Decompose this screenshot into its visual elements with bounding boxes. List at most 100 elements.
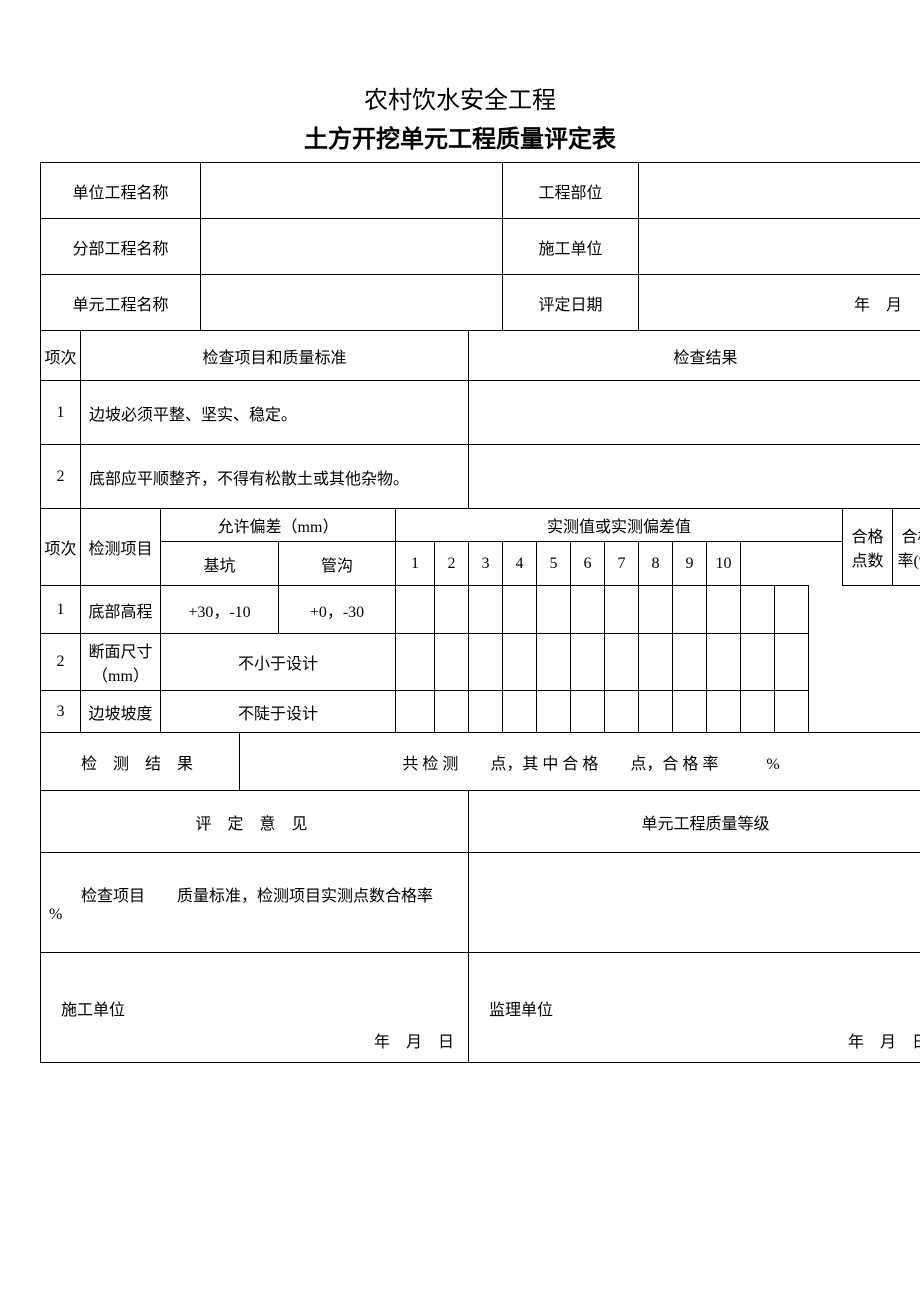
pass-rate-cell	[775, 586, 809, 634]
pass-rate-label: 合格率(%)	[893, 509, 920, 586]
measure-row-num: 3	[41, 691, 81, 733]
measure-seq-label: 项次	[41, 509, 81, 586]
measure-row-num: 1	[41, 586, 81, 634]
cell	[707, 586, 741, 634]
check-row-result	[469, 381, 920, 445]
cell	[605, 586, 639, 634]
col-num: 9	[673, 542, 707, 586]
check-row-num: 1	[41, 381, 81, 445]
construction-sign-label: 施工单位	[61, 1002, 125, 1019]
cell	[571, 691, 605, 733]
unit-element-name-label: 单元工程名称	[41, 275, 201, 331]
pit-label: 基坑	[161, 542, 279, 586]
cell	[707, 634, 741, 691]
supervision-sign-label: 监理单位	[489, 1002, 553, 1019]
cell	[396, 634, 435, 691]
check-result-label: 检查结果	[469, 331, 920, 381]
cell	[571, 634, 605, 691]
sub-project-name-label: 分部工程名称	[41, 219, 201, 275]
measure-row-name: 断面尺寸（mm）	[81, 634, 161, 691]
cell	[503, 691, 537, 733]
cell	[469, 691, 503, 733]
measure-row-name: 边坡坡度	[81, 691, 161, 733]
cell	[435, 691, 469, 733]
deviation-label: 允许偏差（mm）	[161, 509, 396, 542]
measure-row-pit: +30，-10	[161, 586, 279, 634]
check-row-text: 底部应平顺整齐，不得有松散土或其他杂物。	[81, 445, 469, 509]
supervision-sign: 监理单位 年 月 日	[469, 953, 920, 1063]
measure-row-num: 2	[41, 634, 81, 691]
summary-text: 共 检 测 点，其 中 合 格 点，合 格 率 %	[240, 733, 920, 791]
col-num: 4	[503, 542, 537, 586]
cell	[673, 634, 707, 691]
pass-rate-cell	[775, 634, 809, 691]
evaluation-date-value: 年 月 日	[639, 275, 920, 331]
cell	[707, 691, 741, 733]
measure-row-tol: 不小于设计	[161, 634, 396, 691]
summary-label: 检 测 结 果	[41, 733, 240, 791]
cell	[537, 586, 571, 634]
construction-unit-value	[639, 219, 920, 275]
col-num: 2	[435, 542, 469, 586]
check-seq-label: 项次	[41, 331, 81, 381]
opinion-label: 评 定 意 见	[41, 791, 469, 853]
trench-label: 管沟	[279, 542, 396, 586]
opinion-body: 检查项目 质量标准，检测项目实测点数合格率 %	[41, 853, 469, 953]
measure-row-name: 底部高程	[81, 586, 161, 634]
check-row-num: 2	[41, 445, 81, 509]
sub-project-name-value	[201, 219, 503, 275]
construction-unit-label: 施工单位	[503, 219, 639, 275]
pass-count-label: 合格点数	[843, 509, 893, 586]
pass-rate-cell	[775, 691, 809, 733]
cell	[469, 634, 503, 691]
grade-value	[469, 853, 920, 953]
unit-project-name-label: 单位工程名称	[41, 163, 201, 219]
cell	[435, 586, 469, 634]
project-part-value	[639, 163, 920, 219]
construction-sign-date: 年 月 日	[374, 1028, 454, 1052]
measure-row-tol: 不陡于设计	[161, 691, 396, 733]
cell	[571, 586, 605, 634]
cell	[639, 691, 673, 733]
cell	[605, 691, 639, 733]
pass-count-cell	[741, 586, 775, 634]
cell	[396, 586, 435, 634]
cell	[673, 586, 707, 634]
page-title: 农村饮水安全工程	[40, 80, 880, 115]
check-standard-label: 检查项目和质量标准	[81, 331, 469, 381]
measure-item-label: 检测项目	[81, 509, 161, 586]
pass-count-cell	[741, 691, 775, 733]
cell	[605, 634, 639, 691]
cell	[503, 586, 537, 634]
cell	[673, 691, 707, 733]
project-part-label: 工程部位	[503, 163, 639, 219]
col-num: 5	[537, 542, 571, 586]
unit-element-name-value	[201, 275, 503, 331]
measured-label: 实测值或实测偏差值	[396, 509, 843, 542]
col-num: 8	[639, 542, 673, 586]
page-subtitle: 土方开挖单元工程质量评定表	[40, 119, 880, 154]
evaluation-date-label: 评定日期	[503, 275, 639, 331]
col-num: 1	[396, 542, 435, 586]
cell	[396, 691, 435, 733]
cell	[537, 691, 571, 733]
pass-count-cell	[741, 634, 775, 691]
cell	[469, 586, 503, 634]
cell	[639, 586, 673, 634]
cell	[435, 634, 469, 691]
evaluation-table: 单位工程名称 工程部位 分部工程名称 施工单位 单元工程名称 评定日期 年 月 …	[40, 162, 920, 1063]
cell	[639, 634, 673, 691]
col-num: 10	[707, 542, 741, 586]
unit-project-name-value	[201, 163, 503, 219]
construction-sign: 施工单位 年 月 日	[41, 953, 469, 1063]
col-num: 3	[469, 542, 503, 586]
check-row-text: 边坡必须平整、坚实、稳定。	[81, 381, 469, 445]
check-row-result	[469, 445, 920, 509]
col-num: 7	[605, 542, 639, 586]
cell	[537, 634, 571, 691]
supervision-sign-date: 年 月 日	[848, 1028, 920, 1052]
cell	[503, 634, 537, 691]
col-num: 6	[571, 542, 605, 586]
grade-label: 单元工程质量等级	[469, 791, 920, 853]
measure-row-trench: +0，-30	[279, 586, 396, 634]
